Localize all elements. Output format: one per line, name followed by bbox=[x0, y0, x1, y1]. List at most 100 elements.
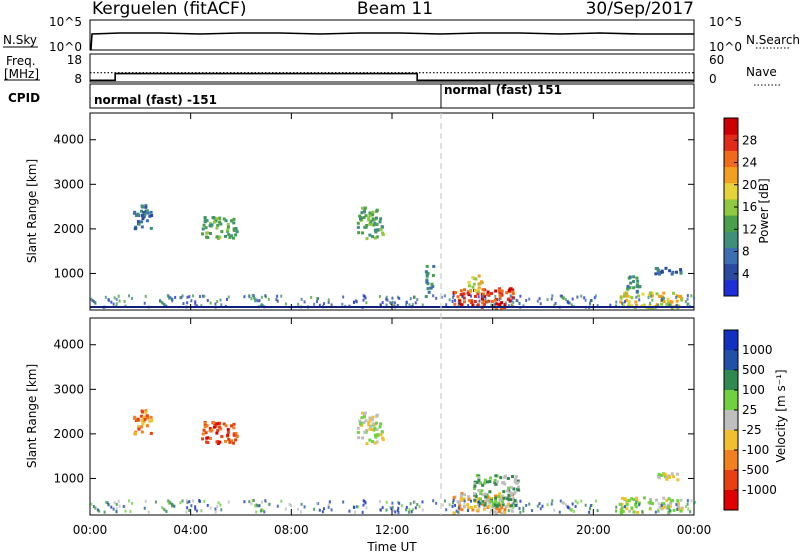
echo-cell bbox=[574, 505, 577, 509]
echo-cell bbox=[488, 490, 492, 494]
echo-cell bbox=[208, 437, 212, 441]
echo-cell bbox=[492, 505, 496, 509]
echo-cell bbox=[230, 234, 234, 238]
echo-cell bbox=[443, 499, 446, 503]
echo-cell bbox=[472, 276, 476, 280]
echo-cell bbox=[104, 500, 107, 504]
echo-cell bbox=[128, 294, 131, 298]
echo-cell bbox=[473, 492, 477, 496]
echo-cell bbox=[664, 266, 668, 270]
echo-cell bbox=[94, 301, 97, 305]
echo-cell bbox=[445, 508, 448, 512]
echo-cell bbox=[223, 234, 227, 238]
echo-cell bbox=[497, 510, 501, 514]
echo-cell bbox=[303, 505, 306, 509]
echo-cell bbox=[514, 481, 518, 485]
echo-cell bbox=[637, 294, 641, 298]
echo-cell bbox=[636, 283, 640, 287]
echo-cell bbox=[494, 482, 498, 486]
echo-cell bbox=[376, 433, 380, 437]
echo-cell bbox=[216, 300, 219, 304]
echo-cell bbox=[632, 280, 636, 284]
echo-cell bbox=[665, 302, 669, 306]
echo-cell bbox=[316, 297, 319, 301]
echo-cell bbox=[373, 426, 377, 430]
echo-cell bbox=[381, 233, 385, 237]
echo-cell bbox=[494, 496, 498, 500]
echo-cell bbox=[212, 220, 216, 224]
echo-cell bbox=[147, 510, 150, 514]
freq-trace bbox=[90, 72, 694, 82]
echo-cell bbox=[228, 235, 232, 239]
echo-cell bbox=[498, 296, 502, 300]
echo-cell bbox=[496, 504, 500, 508]
echo-cell bbox=[618, 502, 622, 506]
echo-cell bbox=[149, 415, 153, 419]
echo-cell bbox=[219, 222, 223, 226]
echo-cell bbox=[110, 505, 113, 509]
echo-cell bbox=[186, 295, 189, 299]
echo-cell bbox=[435, 296, 438, 300]
echo-cell bbox=[511, 497, 515, 501]
colorbar-swatch bbox=[724, 263, 738, 281]
echo-cell bbox=[593, 296, 596, 300]
echo-cell bbox=[359, 421, 363, 425]
echo-cell bbox=[495, 511, 499, 515]
echo-cell bbox=[670, 272, 674, 276]
echo-cell bbox=[687, 302, 690, 306]
echo-cell bbox=[479, 280, 483, 284]
echo-cell bbox=[405, 303, 408, 307]
y-tick-label: 4000 bbox=[53, 133, 84, 147]
echo-cell bbox=[379, 422, 383, 426]
echo-cell bbox=[659, 294, 663, 298]
echo-cell bbox=[259, 509, 262, 513]
echo-cell bbox=[483, 478, 487, 482]
echo-cell bbox=[254, 299, 257, 303]
echo-cell bbox=[188, 508, 191, 512]
echo-cell bbox=[359, 216, 363, 220]
echo-cell bbox=[413, 500, 416, 504]
echo-cell bbox=[188, 500, 191, 504]
echo-cell bbox=[316, 300, 319, 304]
echo-cell bbox=[498, 507, 502, 511]
echo-cell bbox=[124, 509, 127, 513]
echo-cell bbox=[141, 422, 145, 426]
echo-cell bbox=[140, 225, 144, 229]
echo-cell bbox=[481, 493, 485, 497]
echo-cell bbox=[405, 505, 408, 509]
echo-cell bbox=[227, 437, 231, 441]
echo-cell bbox=[494, 294, 497, 298]
echo-cell bbox=[632, 286, 636, 290]
echo-cell bbox=[185, 499, 188, 503]
echo-cell bbox=[230, 439, 234, 443]
echo-cell bbox=[396, 295, 399, 299]
echo-cell bbox=[512, 487, 516, 491]
echo-cell bbox=[498, 302, 502, 306]
echo-cell bbox=[192, 499, 195, 503]
echo-cell bbox=[477, 290, 481, 294]
echo-cell bbox=[209, 301, 212, 305]
echo-cell bbox=[625, 503, 629, 507]
echo-cell bbox=[666, 503, 670, 507]
echo-cell bbox=[357, 436, 361, 440]
echo-cell bbox=[498, 503, 501, 507]
echo-cell bbox=[660, 302, 664, 306]
colorbar-swatch bbox=[724, 330, 738, 351]
echo-cell bbox=[667, 510, 671, 514]
echo-cell bbox=[476, 508, 480, 512]
echo-cell bbox=[143, 212, 147, 216]
echo-cell bbox=[208, 427, 212, 431]
echo-cell bbox=[473, 300, 477, 304]
echo-cell bbox=[473, 482, 477, 486]
echo-cell bbox=[216, 223, 220, 227]
colorbar-tick-label: 28 bbox=[742, 133, 757, 147]
echo-cell bbox=[381, 506, 384, 510]
echo-cell bbox=[413, 295, 416, 299]
echo-cell bbox=[570, 508, 573, 512]
echo-cell bbox=[327, 505, 330, 509]
echo-cell bbox=[511, 474, 515, 478]
echo-cell bbox=[512, 300, 515, 304]
echo-cell bbox=[493, 503, 497, 507]
echo-cell bbox=[570, 303, 573, 307]
echo-cell bbox=[504, 504, 508, 508]
